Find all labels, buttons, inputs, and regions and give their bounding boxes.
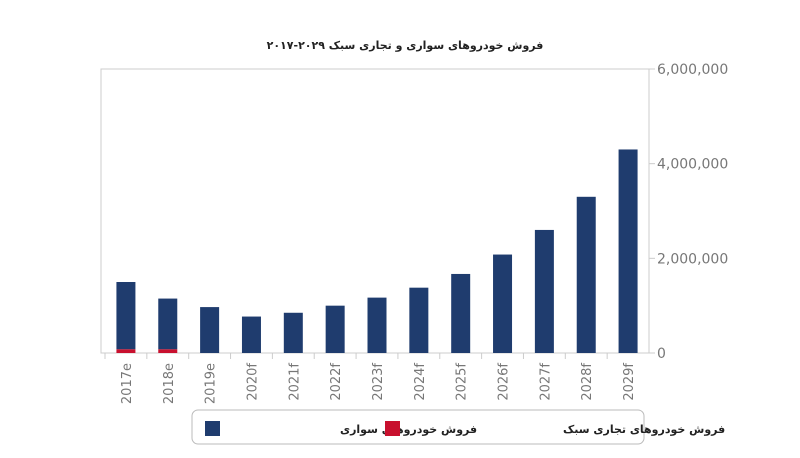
legend-swatch-passenger (205, 421, 220, 436)
bar-passenger (493, 254, 513, 353)
legend-label-passenger: فروش خودروهای سواری (340, 423, 477, 436)
legend-label-light-commercial: فروش خودروهای تجاری سبک (563, 423, 725, 436)
bars-group (116, 149, 638, 353)
x-tick-label: 2020f (245, 363, 260, 401)
bar-passenger (116, 282, 136, 350)
bar-passenger (576, 196, 596, 353)
y-tick-label: 6,000,000 (657, 62, 728, 78)
x-tick-label: 2024f (413, 363, 428, 401)
bar-passenger (534, 229, 554, 353)
x-tick-label: 2023f (371, 363, 386, 401)
x-tick-label: 2021f (287, 363, 302, 401)
x-tick-label: 2022f (329, 363, 344, 401)
bar-passenger (618, 149, 638, 353)
legend-box (191, 409, 645, 445)
x-tick-label: 2019e (204, 363, 219, 404)
bar-passenger (367, 297, 387, 353)
x-tick-label: 2018e (162, 363, 177, 404)
y-tick-label: 4,000,000 (657, 157, 728, 173)
bar-passenger (200, 307, 220, 353)
x-tick-label: 2027f (538, 363, 553, 401)
legend-swatch-light-commercial (385, 421, 400, 436)
bar-light-commercial (116, 349, 136, 353)
x-tick-label: 2028f (580, 363, 595, 401)
bar-passenger (451, 273, 471, 353)
x-tick-label: 2025f (455, 363, 470, 401)
legend: فروش خودروهای سواری فروش خودروهای تجاری … (191, 409, 725, 445)
x-tick-label: 2017e (120, 363, 135, 404)
bar-passenger (283, 312, 303, 353)
x-axis: 2017e 2018e 2019e 2020f 2021f 2022f 2023f 2024f… (104, 353, 637, 404)
x-tick-label: 2026f (497, 363, 512, 401)
bar-light-commercial (158, 349, 178, 353)
bar-passenger (325, 305, 345, 353)
y-tick-label: 0 (657, 346, 666, 362)
y-axis: 0 2,000,000 4,000,000 6,000,000 (649, 62, 728, 362)
bar-passenger (158, 298, 178, 350)
bar-passenger (241, 316, 261, 353)
y-tick-label: 2,000,000 (657, 251, 728, 267)
x-tick-label: 2029f (622, 363, 637, 401)
chart-title: فروش خودروهای سواری و تجاری سبک ۲۰۲۹-۲۰۱… (267, 39, 544, 52)
bar-passenger (409, 287, 429, 353)
